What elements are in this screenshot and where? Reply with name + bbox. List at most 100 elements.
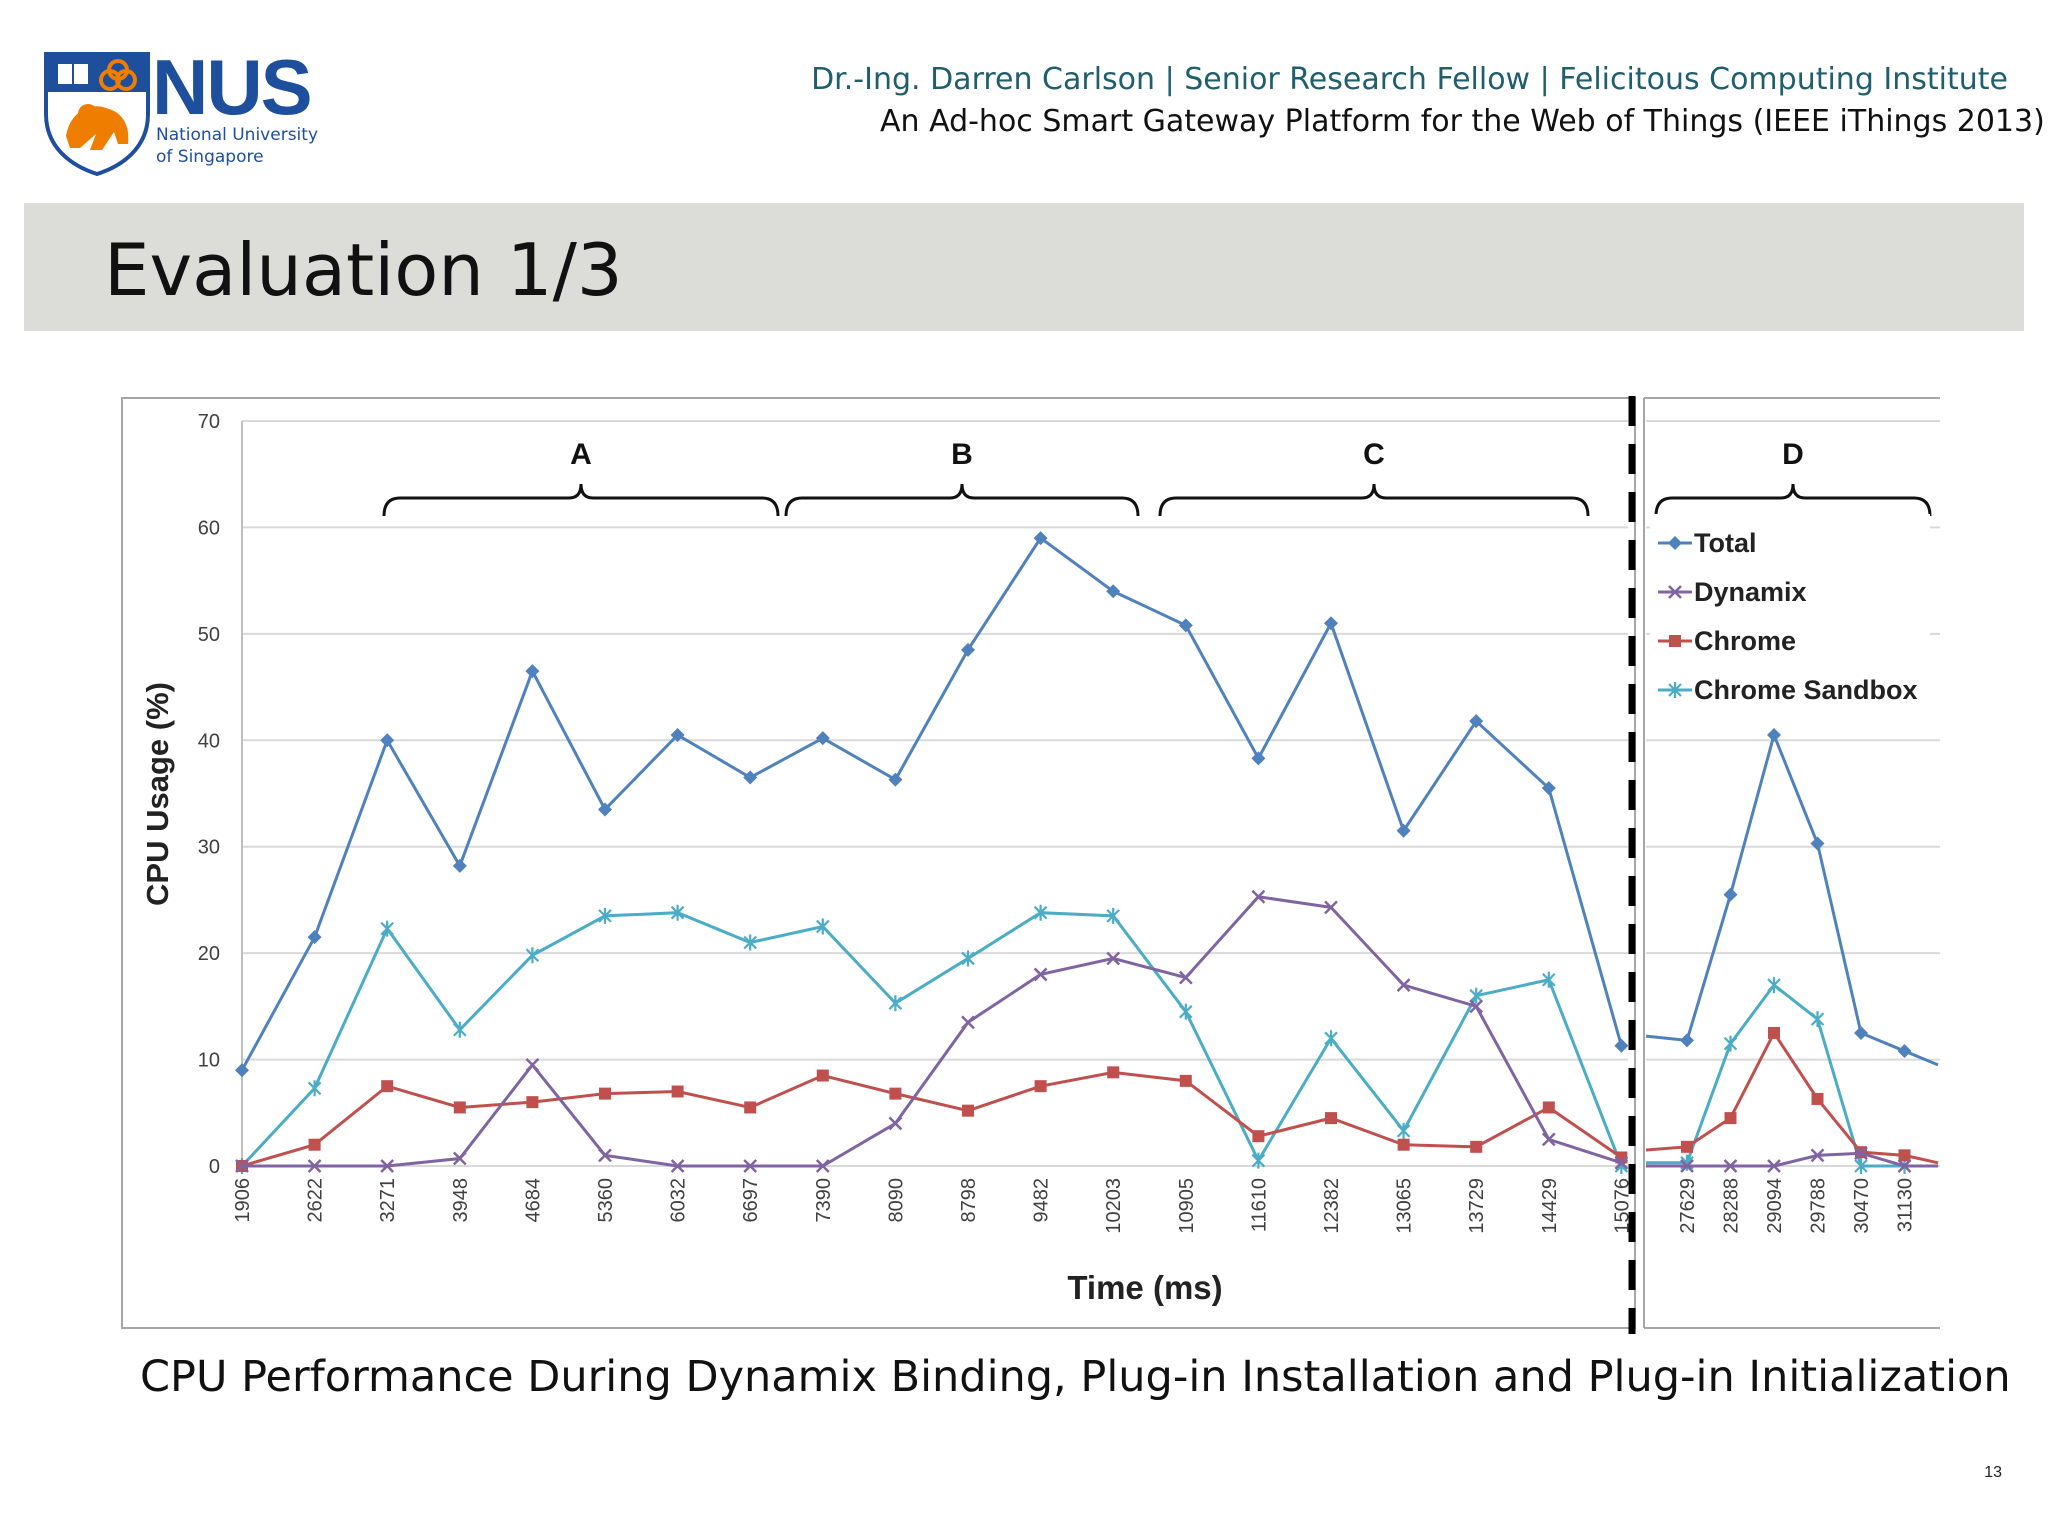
legend-total-label: Total — [1694, 528, 1757, 558]
series-chrome-point — [381, 1080, 394, 1093]
series-chrome-point — [308, 1138, 321, 1151]
series-chrome-point — [453, 1101, 466, 1114]
series-total-point — [888, 772, 903, 787]
cpu-chart: 0 10 20 30 40 50 60 70 CPU Usage (%) 1906 2622 3271… — [120, 396, 1940, 1334]
paper-line: An Ad-hoc Smart Gateway Platform for the… — [880, 104, 2045, 139]
legend-chrome-label: Chrome — [1694, 626, 1796, 656]
series-sandbox-point — [1106, 907, 1120, 924]
series-dynamix-point — [670, 1159, 685, 1173]
series-sandbox-point — [1396, 1122, 1411, 1139]
x-tick-label: 4684 — [522, 1178, 544, 1223]
series-dynamix-inset-point — [1897, 1159, 1912, 1173]
series-total-inset-point — [1854, 1025, 1868, 1040]
nus-name: National University of Singapore — [156, 125, 318, 167]
nus-wordmark: NUS — [152, 43, 313, 131]
phase-c-label: C — [1363, 438, 1385, 471]
series-sandbox-point — [888, 995, 903, 1012]
legend-dynamix-label: Dynamix — [1694, 577, 1807, 607]
series-chrome-point — [1325, 1112, 1337, 1125]
series-chrome-point — [1034, 1080, 1047, 1093]
series-total-point — [452, 858, 467, 873]
phase-b-bracket — [784, 483, 1140, 517]
inset-x-tick-label: 31130 — [1895, 1178, 1917, 1232]
series-total-point — [1178, 618, 1193, 633]
series-sandbox-point — [1179, 1003, 1193, 1020]
phase-d-bracket — [1654, 483, 1932, 517]
phase-a-label: A — [570, 438, 592, 471]
x-tick-label: 13065 — [1394, 1178, 1416, 1234]
series-sandbox-point — [670, 904, 685, 921]
x-tick-label: 7390 — [813, 1178, 835, 1223]
x-tick-label: 8090 — [885, 1178, 907, 1223]
series-sandbox-point — [1251, 1152, 1266, 1169]
series-total-inset-point — [1767, 727, 1781, 742]
y-tick-label: 50 — [198, 624, 220, 646]
chart-caption: CPU Performance During Dynamix Binding, … — [140, 1352, 2011, 1402]
series-dynamix-point — [1033, 967, 1048, 982]
series-chrome-point — [526, 1096, 539, 1109]
series-dynamix-point — [1396, 978, 1411, 992]
series-chrome-point — [1107, 1066, 1120, 1079]
y-tick-label: 60 — [198, 517, 220, 539]
series-sandbox-point — [1033, 904, 1048, 921]
series-total-point — [1251, 751, 1266, 766]
series-dynamix-point — [235, 1159, 249, 1173]
legend-box — [1650, 514, 1930, 710]
series-sandbox-point — [743, 934, 757, 951]
series-total-point — [1541, 781, 1556, 796]
series-sandbox-point — [453, 1021, 467, 1038]
y-tick-label: 20 — [198, 943, 220, 965]
series-sandbox-line — [240, 911, 1623, 1168]
x-tick-label: 3271 — [377, 1178, 399, 1223]
series-total-inset-point — [1897, 1044, 1912, 1059]
legend-dynamix-marker — [1668, 585, 1682, 599]
x-tick-label: 10203 — [1103, 1178, 1125, 1234]
x-tick-label: 12382 — [1321, 1178, 1343, 1234]
series-dynamix-point — [525, 1058, 540, 1072]
series-sandbox-point — [1542, 971, 1556, 988]
series-sandbox-inset-point — [1810, 1011, 1825, 1028]
phase-c-bracket — [1158, 483, 1590, 517]
y-tick-label: 30 — [198, 837, 220, 859]
series-chrome-inset-point — [1898, 1149, 1911, 1162]
y-axis-title: CPU Usage (%) — [140, 682, 175, 906]
series-total-point — [307, 930, 322, 945]
series-sandbox-point — [525, 947, 540, 964]
slide-title: Evaluation 1/3 — [104, 228, 623, 312]
series-chrome-inset-point — [1681, 1140, 1693, 1153]
series-chrome-point — [1179, 1074, 1192, 1087]
x-tick-label: 10905 — [1176, 1178, 1198, 1234]
main-chart-frame — [121, 397, 1636, 1329]
y-tick-label: 10 — [198, 1050, 220, 1072]
x-tick-label: 5360 — [595, 1178, 617, 1223]
series-dynamix-inset-line — [1646, 1151, 1938, 1168]
series-dynamix-line — [242, 895, 1622, 1168]
phase-a-bracket — [382, 483, 780, 517]
x-axis-title: Time (ms) — [1067, 1269, 1222, 1306]
series-dynamix-point — [1541, 1132, 1556, 1147]
x-tick-label: 11610 — [1248, 1178, 1270, 1232]
series-total-point — [598, 802, 612, 817]
title-band: Evaluation 1/3 — [24, 203, 2024, 331]
x-tick-label: 3948 — [450, 1178, 472, 1223]
x-tick-label: 8798 — [958, 1178, 980, 1223]
series-dynamix-point — [1614, 1155, 1629, 1170]
series-dynamix-point — [1469, 999, 1484, 1014]
series-chrome-point — [889, 1087, 902, 1100]
nus-logo: NUS National University of Singapore — [44, 43, 344, 180]
series-dynamix-point — [1324, 900, 1338, 915]
series-sandbox-inset-point — [1854, 1158, 1868, 1174]
series-dynamix-point — [598, 1148, 612, 1163]
series-dynamix-point — [743, 1159, 758, 1173]
series-chrome-inset-point — [1811, 1092, 1824, 1105]
series-sandbox-inset-point — [1723, 1035, 1738, 1052]
series-total-inset-line — [1645, 730, 1939, 1067]
x-tick-label: 6032 — [668, 1178, 690, 1223]
series-sandbox-point — [1469, 987, 1483, 1004]
phase-b-label: B — [951, 438, 973, 471]
series-dynamix-inset-point — [1767, 1159, 1781, 1173]
series-total-point — [1469, 714, 1484, 729]
series-chrome-inset-line — [1645, 1029, 1939, 1165]
series-dynamix-inset-point — [1723, 1159, 1738, 1173]
series-chrome-point — [1542, 1101, 1555, 1114]
